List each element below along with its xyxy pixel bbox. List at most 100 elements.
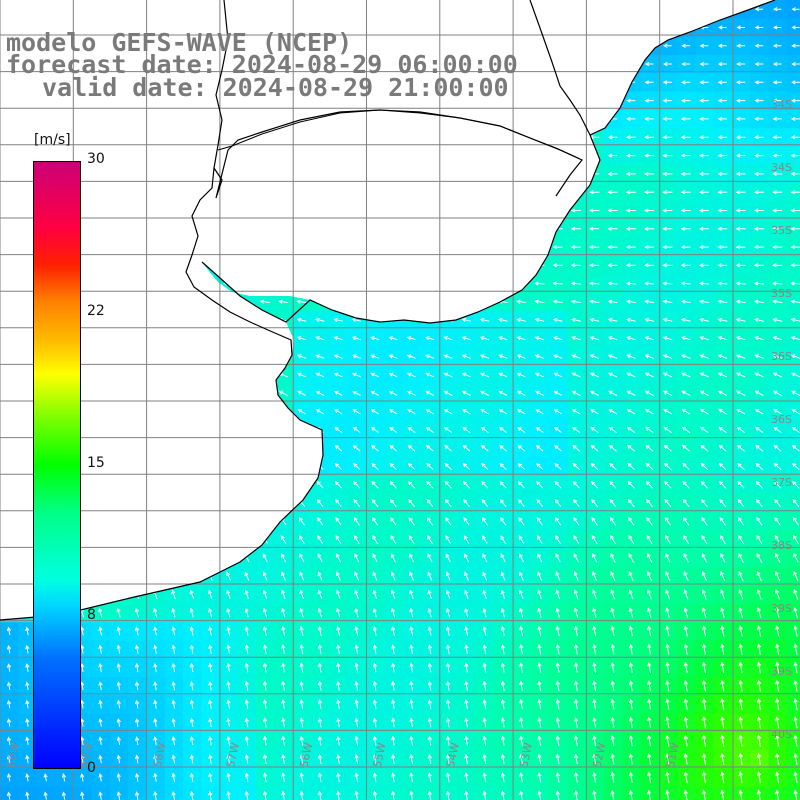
wind-speed-cell [384, 164, 404, 184]
wind-arrow [278, 171, 288, 176]
wind-speed-cell [146, 420, 166, 440]
wind-arrow [790, 116, 800, 122]
wind-speed-cell [530, 183, 550, 202]
wind-speed-cell [786, 567, 800, 587]
wind-arrow [736, 43, 745, 48]
latitude-label: 35S [771, 287, 792, 300]
wind-arrow [21, 244, 32, 250]
wind-arrow [461, 190, 472, 195]
wind-speed-cell [347, 256, 367, 276]
wind-speed-cell [201, 439, 221, 459]
wind-speed-cell [256, 475, 276, 495]
wind-arrow [406, 171, 417, 176]
wind-arrow [223, 171, 234, 176]
wind-speed-cell [128, 0, 147, 19]
wind-speed-cell [366, 183, 385, 202]
wind-speed-cell [530, 201, 550, 221]
wind-speed-cell [201, 347, 221, 367]
wind-arrow [169, 444, 178, 452]
wind-speed-cell [219, 402, 239, 422]
wind-speed-cell [274, 402, 294, 422]
wind-arrow [662, 98, 673, 103]
wind-speed-cell [0, 109, 19, 129]
wind-arrow [479, 116, 490, 122]
wind-arrow [6, 571, 12, 581]
wind-arrow [23, 480, 31, 489]
wind-speed-cell [164, 183, 184, 202]
wind-speed-cell [0, 201, 19, 221]
wind-arrow [773, 7, 782, 12]
wind-arrow [223, 135, 234, 140]
wind-arrow [278, 190, 288, 195]
wind-speed-cell [0, 530, 19, 550]
wind-arrow [570, 190, 581, 195]
wind-arrow [204, 226, 215, 231]
wind-arrow [424, 190, 435, 195]
wind-speed-cell [219, 329, 239, 349]
wind-arrow [626, 98, 636, 103]
wind-speed-cell [366, 146, 385, 166]
latitude-label: 37S [771, 476, 792, 489]
wind-speed-cell [91, 201, 111, 221]
wind-speed-cell [128, 347, 147, 367]
wind-arrow [736, 25, 745, 30]
wind-arrow [754, 80, 764, 85]
colorbar-tick-22: 22 [87, 303, 105, 319]
wind-speed-cell [420, 256, 440, 276]
wind-arrow [552, 135, 563, 140]
wind-arrow [134, 535, 141, 545]
wind-arrow [442, 299, 453, 304]
wind-arrow [132, 372, 142, 378]
wind-arrow [223, 390, 234, 397]
wind-arrow [223, 190, 234, 195]
wind-speed-cell [292, 164, 312, 184]
wind-speed-cell [164, 475, 184, 495]
wind-arrow [168, 190, 179, 195]
wind-speed-cell [164, 567, 184, 587]
wind-speed-cell [347, 237, 367, 257]
wind-speed-cell [622, 786, 642, 800]
wind-speed-cell [219, 219, 239, 239]
wind-speed-cell [256, 347, 276, 367]
wind-arrow [406, 299, 417, 304]
wind-arrow [699, 116, 709, 122]
wind-speed-cell [36, 0, 56, 19]
wind-speed-cell [219, 549, 239, 568]
wind-speed-cell [329, 128, 349, 147]
wind-arrow [186, 135, 197, 140]
wind-arrow [58, 153, 69, 158]
wind-arrow [278, 281, 289, 286]
wind-speed-cell [384, 0, 404, 19]
wind-arrow [187, 444, 197, 452]
wind-arrow [22, 336, 32, 341]
wind-arrow [152, 535, 159, 545]
wind-arrow [681, 7, 690, 12]
wind-arrow [754, 98, 764, 103]
wind-arrow [169, 408, 178, 415]
wind-speed-cell [439, 18, 459, 38]
wind-arrow [168, 208, 179, 213]
wind-arrow [21, 80, 32, 85]
wind-arrow [332, 263, 344, 268]
wind-speed-cell [164, 420, 184, 440]
wind-arrow [150, 408, 160, 415]
wind-speed-cell [311, 128, 330, 147]
wind-speed-cell [329, 183, 349, 202]
wind-arrow [333, 153, 343, 158]
wind-speed-cell [274, 237, 294, 257]
wind-arrow [406, 226, 417, 231]
wind-arrow [515, 7, 527, 12]
wind-arrow [113, 190, 124, 195]
wind-arrow [608, 43, 617, 48]
wind-arrow [260, 354, 270, 359]
wind-speed-cell [585, 54, 605, 74]
wind-arrow [21, 116, 32, 122]
wind-arrow [516, 226, 526, 231]
wind-speed-cell [201, 329, 221, 349]
wind-speed-cell [0, 183, 19, 202]
wind-speed-cell [329, 219, 349, 239]
wind-arrow [497, 226, 508, 231]
wind-arrow [113, 116, 124, 122]
wind-arrow [369, 153, 380, 158]
wind-arrow [479, 208, 490, 213]
